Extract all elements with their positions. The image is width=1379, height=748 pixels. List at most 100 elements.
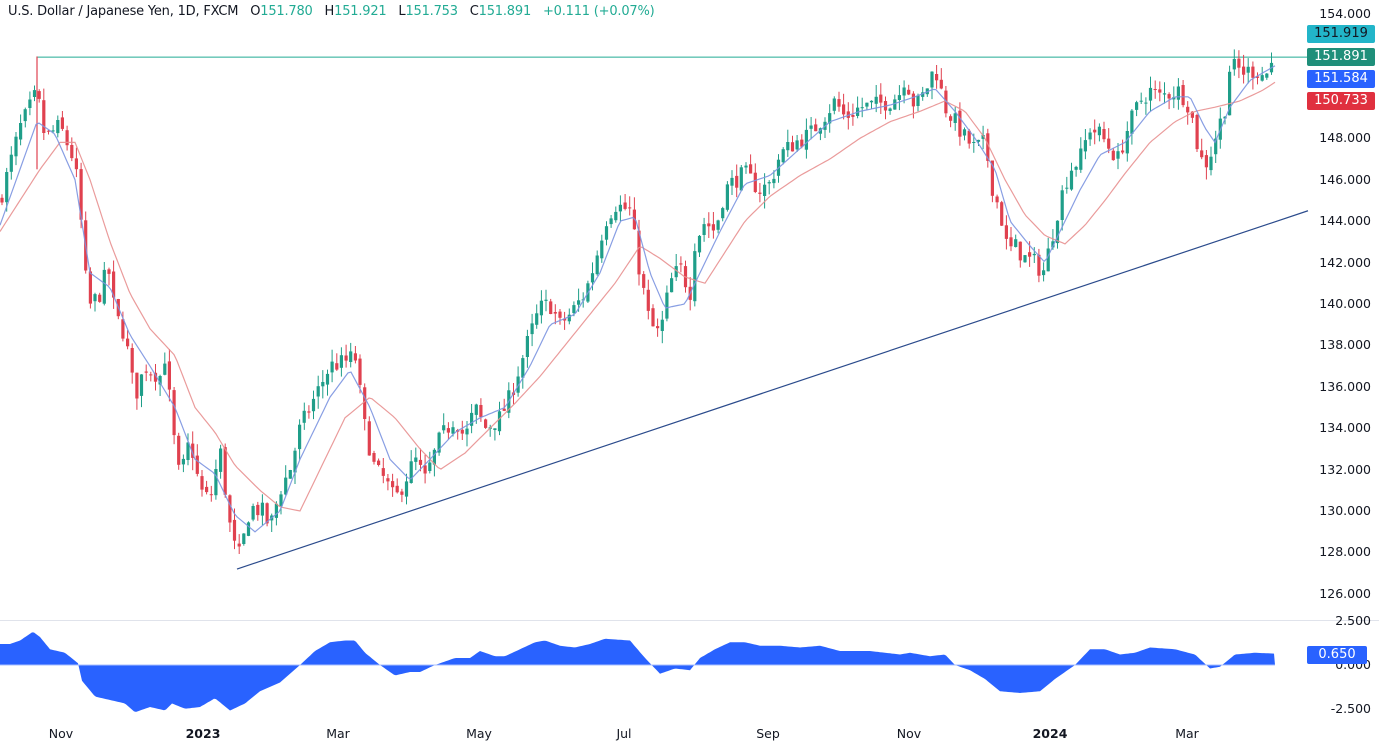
high-label: H (324, 4, 335, 19)
candle-body (577, 300, 581, 305)
candle-body (702, 224, 706, 235)
candle-body (167, 361, 171, 390)
candle-body (32, 90, 37, 97)
candle-body (600, 240, 604, 259)
candle-body (358, 358, 362, 385)
candle-body (1079, 148, 1083, 170)
moving-averages (0, 65, 1276, 533)
candle-body (177, 435, 181, 465)
candle-body (902, 87, 906, 96)
candle-body (567, 314, 571, 322)
candle-body (795, 140, 799, 150)
candle-body (158, 376, 162, 385)
candle-body (800, 139, 804, 147)
candle-body (112, 271, 116, 298)
candle-body (391, 481, 395, 488)
ma-slow-line (0, 81, 1276, 512)
candle-body (549, 301, 553, 314)
price-tag-ma-slow: 150.733 (1307, 92, 1375, 110)
candle-body (1209, 156, 1213, 171)
candle-body (1009, 237, 1013, 247)
candle-body (725, 184, 729, 210)
price-tick-label: 144.000 (1319, 213, 1371, 229)
candle-body (74, 158, 78, 170)
candle-body (1088, 132, 1092, 140)
candle-body (553, 312, 557, 314)
candle-body (479, 405, 483, 418)
candle-body (274, 503, 278, 518)
candle-body (1167, 94, 1171, 99)
candle-body (1148, 87, 1153, 101)
candle-body (604, 226, 609, 240)
candle-body (307, 411, 311, 413)
candle-body (446, 428, 450, 433)
oscillator-tick-label: 2.500 (1335, 613, 1371, 629)
candle-body (1023, 255, 1027, 263)
candle-body (804, 129, 808, 150)
candle-body (302, 410, 306, 423)
candle-body (293, 450, 297, 473)
candle-body (107, 269, 111, 274)
candle-body (744, 165, 748, 168)
pane-separator[interactable] (0, 620, 1379, 621)
time-tick-label: Jul (616, 726, 632, 741)
candle-body (623, 202, 627, 209)
candle-body (330, 361, 334, 373)
candle-body (37, 91, 41, 99)
candle-body (590, 273, 595, 283)
candle-body (205, 486, 209, 493)
candle-body (1153, 89, 1157, 90)
candle-body (1200, 150, 1204, 158)
candle-body (865, 102, 869, 107)
candle-body (251, 506, 255, 520)
candle-body (56, 120, 60, 134)
candle-body (772, 178, 776, 184)
candle-body (265, 503, 269, 524)
candle-body (879, 94, 883, 103)
candle-body (349, 351, 353, 362)
candle-body (130, 348, 134, 373)
candle-body (897, 95, 901, 100)
candle-body (851, 115, 855, 117)
candle-body (288, 470, 292, 479)
time-tick-label: Mar (326, 726, 350, 741)
candle-body (1018, 241, 1022, 261)
candle-body (1069, 170, 1074, 190)
candle-body (284, 477, 288, 495)
candle-body (869, 100, 874, 103)
candle-body (339, 355, 343, 368)
candle-body (1255, 76, 1260, 78)
candle-body (1055, 220, 1060, 244)
candle-body (228, 495, 232, 523)
candle-body (837, 99, 841, 107)
candle-body (679, 263, 683, 265)
candle-body (939, 79, 943, 89)
price-tick-label: 142.000 (1319, 254, 1371, 270)
time-tick-label: Nov (48, 726, 74, 741)
candle-body (316, 386, 320, 397)
candle-body (1251, 66, 1255, 78)
candle-body (739, 167, 743, 191)
candle-body (907, 89, 911, 95)
candle-body (637, 230, 641, 275)
candle-body (470, 412, 474, 426)
candle-body (428, 462, 432, 471)
candle-body (474, 404, 478, 415)
candle-body (721, 208, 725, 219)
candle-body (423, 465, 427, 474)
candle-body (628, 207, 632, 209)
candle-body (1121, 150, 1125, 153)
candle-body (1125, 131, 1129, 154)
candle-body (465, 428, 469, 435)
candle-body (321, 382, 325, 387)
candle-body (344, 355, 348, 361)
time-tick-label: May (466, 726, 492, 741)
low-value: 151.753 (405, 4, 458, 19)
candle-body (730, 177, 734, 186)
price-tick-label: 130.000 (1319, 503, 1371, 519)
candle-body (163, 363, 167, 375)
candle-body (753, 172, 757, 192)
candle-body (1186, 106, 1190, 113)
candle-body (790, 142, 795, 152)
